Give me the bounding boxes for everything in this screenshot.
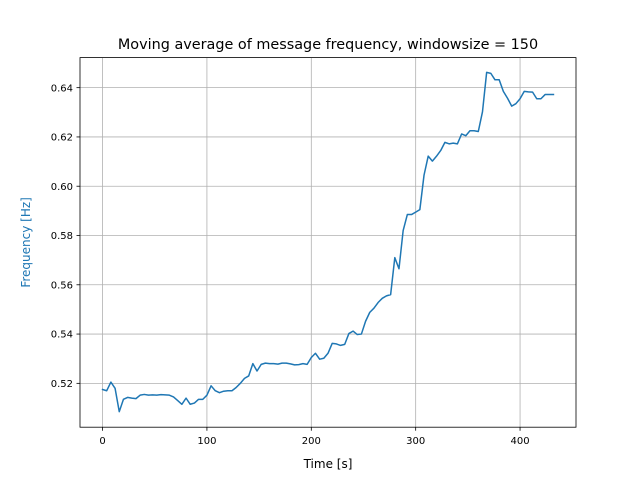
y-tick-label: 0.54	[51, 330, 73, 341]
x-tick-label: 0	[99, 436, 105, 447]
x-tick-label: 300	[406, 436, 425, 447]
grid-lines	[80, 57, 576, 428]
x-tick-label: 100	[197, 436, 216, 447]
x-tick-label: 400	[511, 436, 530, 447]
series-line	[101, 71, 555, 413]
y-axis-label: Frequency [Hz]	[19, 197, 33, 288]
x-axis-ticks: 0 100 200 300 400	[99, 427, 530, 447]
y-tick-label: 0.60	[51, 182, 73, 193]
y-axis-ticks: 0.52 0.54 0.56 0.58 0.60 0.62 0.64	[51, 83, 80, 390]
y-tick-label: 0.64	[51, 83, 73, 94]
y-tick-label: 0.56	[51, 280, 73, 291]
chart-title: Moving average of message frequency, win…	[118, 37, 538, 53]
plot-frame	[79, 57, 577, 428]
y-tick-label: 0.62	[51, 133, 73, 144]
y-tick-label: 0.52	[51, 379, 73, 390]
x-tick-label: 200	[302, 436, 321, 447]
series-layer	[101, 71, 555, 413]
x-axis-label: Time [s]	[303, 457, 353, 471]
y-tick-label: 0.58	[51, 231, 73, 242]
